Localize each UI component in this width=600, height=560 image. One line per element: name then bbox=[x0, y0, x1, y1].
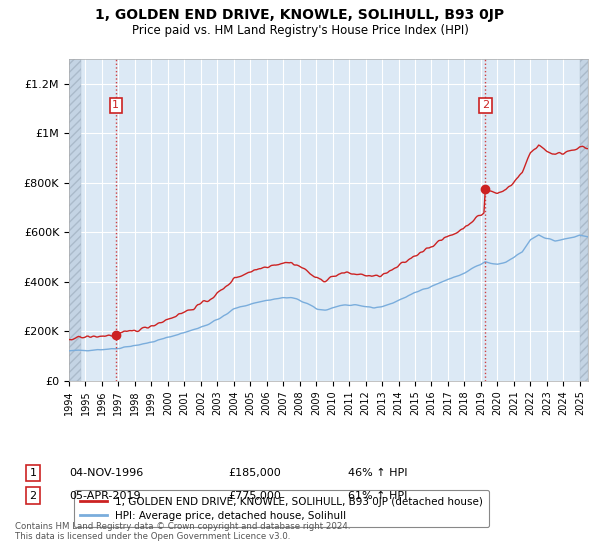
Text: 1: 1 bbox=[29, 468, 37, 478]
Text: 04-NOV-1996: 04-NOV-1996 bbox=[69, 468, 143, 478]
Text: £185,000: £185,000 bbox=[228, 468, 281, 478]
Legend: 1, GOLDEN END DRIVE, KNOWLE, SOLIHULL, B93 0JP (detached house), HPI: Average pr: 1, GOLDEN END DRIVE, KNOWLE, SOLIHULL, B… bbox=[74, 490, 489, 527]
Text: £775,000: £775,000 bbox=[228, 491, 281, 501]
Text: 46% ↑ HPI: 46% ↑ HPI bbox=[348, 468, 407, 478]
Bar bbox=[69, 59, 82, 381]
Bar bbox=[580, 59, 588, 381]
Text: Contains HM Land Registry data © Crown copyright and database right 2024.
This d: Contains HM Land Registry data © Crown c… bbox=[15, 522, 350, 542]
Text: 2: 2 bbox=[29, 491, 37, 501]
Text: 2: 2 bbox=[482, 100, 489, 110]
Text: 05-APR-2019: 05-APR-2019 bbox=[69, 491, 140, 501]
Text: 1: 1 bbox=[112, 100, 119, 110]
Text: Price paid vs. HM Land Registry's House Price Index (HPI): Price paid vs. HM Land Registry's House … bbox=[131, 24, 469, 36]
Text: 1, GOLDEN END DRIVE, KNOWLE, SOLIHULL, B93 0JP: 1, GOLDEN END DRIVE, KNOWLE, SOLIHULL, B… bbox=[95, 8, 505, 22]
Text: 61% ↑ HPI: 61% ↑ HPI bbox=[348, 491, 407, 501]
